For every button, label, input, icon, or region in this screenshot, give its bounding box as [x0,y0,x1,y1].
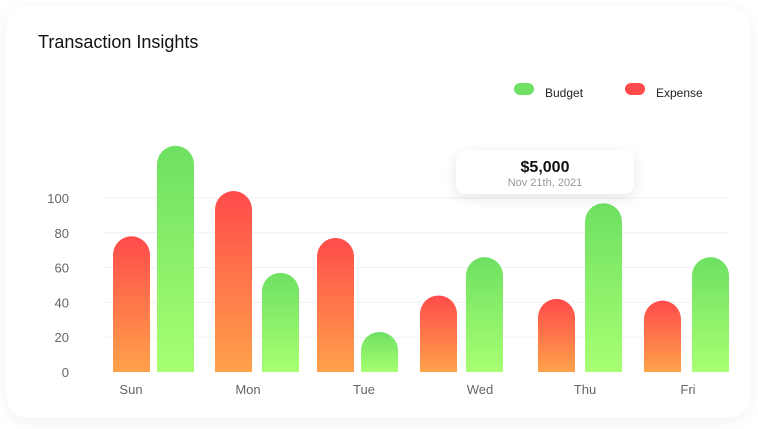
x-tick-label-sun: Sun [119,382,142,397]
tooltip-value: $5,000 [520,159,570,176]
y-tick-label: 60 [55,261,69,276]
bar-budget-fri[interactable] [692,257,729,372]
bar-expense-sun[interactable] [113,236,150,372]
x-tick-label-mon: Mon [235,382,260,397]
bar-expense-mon[interactable] [215,191,252,372]
x-tick-label-wed: Wed [467,382,494,397]
grid-lines [102,197,728,338]
x-axis: Sun Mon Tue Wed Thu Fri [119,382,695,397]
y-tick-label: 20 [55,330,69,345]
legend-label-budget: Budget [545,86,584,100]
bar-budget-tue[interactable] [361,331,398,372]
bars [113,145,729,372]
x-tick-label-tue: Tue [353,382,375,397]
bar-budget-wed[interactable] [466,257,503,372]
legend-item-budget[interactable]: Budget [514,82,583,100]
bar-budget-sun[interactable] [157,145,194,372]
legend-swatch-expense [625,83,645,95]
legend-label-expense: Expense [656,86,703,100]
bar-expense-wed[interactable] [420,295,457,372]
chart-title: Transaction Insights [38,32,199,52]
bar-budget-mon[interactable] [262,272,299,372]
legend-swatch-budget [514,83,534,95]
tooltip-date: Nov 21th, 2021 [507,177,583,189]
bar-expense-fri[interactable] [644,300,681,372]
bar-budget-thu[interactable] [585,203,622,372]
y-axis: 0 20 40 60 80 100 [47,191,69,380]
x-tick-label-thu: Thu [574,382,596,397]
y-tick-label: 0 [62,365,69,380]
bar-expense-tue[interactable] [317,238,354,372]
legend: Budget Expense [0,82,758,106]
y-tick-label: 40 [55,295,69,310]
x-tick-label-fri: Fri [680,382,695,397]
bar-expense-thu[interactable] [538,298,575,372]
tooltip: $5,000 Nov 21th, 2021 [456,150,634,194]
legend-item-expense[interactable]: Expense [625,82,703,100]
y-tick-label: 80 [55,226,69,241]
y-tick-label: 100 [47,191,69,206]
